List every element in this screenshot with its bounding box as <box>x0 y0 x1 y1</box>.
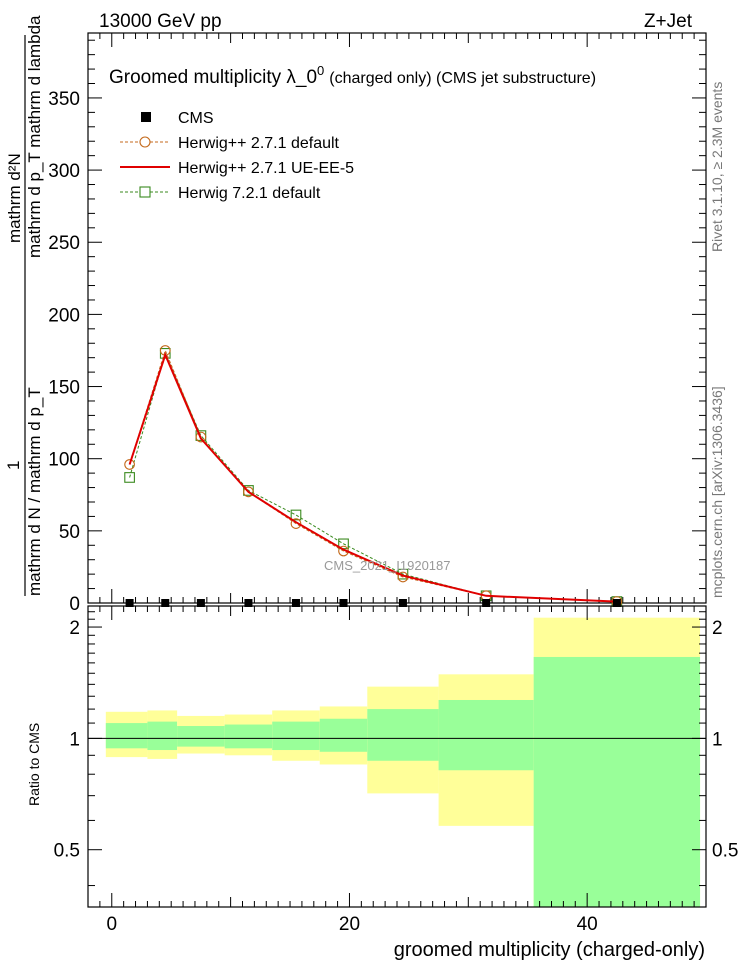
ratio-y-tick-label-right: 0.5 <box>712 841 738 862</box>
legend-label-1: Herwig++ 2.7.1 default <box>178 135 340 152</box>
ratio-band-green-2 <box>177 726 225 747</box>
x-tick-label: 40 <box>577 914 598 935</box>
cms-point-7 <box>482 599 491 607</box>
ratio-band-green-0 <box>105 723 148 749</box>
y-tick-label: 100 <box>48 450 80 471</box>
cms-point-2 <box>196 599 205 607</box>
herwigpp-default-point-0 <box>124 459 135 470</box>
ratio-band-green-7 <box>438 699 534 771</box>
ratio-ylabel: Ratio to CMS <box>26 723 42 806</box>
ratio-band-green-3 <box>224 724 273 749</box>
cms-point-6 <box>398 599 407 607</box>
y-tick-label: 150 <box>48 378 80 399</box>
ratio-band-green-4 <box>272 721 320 751</box>
legend-marker-3 <box>139 186 151 198</box>
ratio-y-tick-label-right: 1 <box>712 729 723 750</box>
ratio-y-tick-label: 2 <box>69 618 80 639</box>
legend-label-0: CMS <box>178 110 214 127</box>
y-tick-label: 350 <box>48 89 80 110</box>
cms-point-5 <box>339 599 348 607</box>
ratio-y-tick-label: 0.5 <box>54 841 80 862</box>
ylabel-numerator: mathrm d²N <box>5 153 24 243</box>
ratio-band-green-8 <box>533 656 701 907</box>
header-right: Z+Jet <box>644 11 693 32</box>
header-left: 13000 GeV pp <box>99 11 222 32</box>
ratio-y-tick-label: 1 <box>69 729 80 750</box>
y-tick-label: 0 <box>69 594 80 615</box>
y-tick-label: 200 <box>48 305 80 326</box>
svg-text:Groomed multiplicity λ_00(cha: Groomed multiplicity λ_00 (charged only) … <box>109 63 596 88</box>
rivet-label: Rivet 3.1.10, ≥ 2.3M events <box>709 82 725 252</box>
cms-point-0 <box>125 599 134 607</box>
cms-point-1 <box>161 599 170 607</box>
main-panel: 0 50 100 150 200 250 300 350 <box>48 32 707 615</box>
main-title: Groomed multiplicity λ_00 (charged only) … <box>109 63 596 88</box>
y-tick-label: 250 <box>48 233 80 254</box>
legend-marker-0 <box>141 112 151 122</box>
legend-marker-1 <box>139 136 151 148</box>
ratio-band-green-5 <box>319 718 368 752</box>
y-tick-label: 50 <box>59 522 80 543</box>
herwigpp-default-point-3 <box>243 486 254 498</box>
herwig7-point-4 <box>290 509 302 521</box>
herwig7-point-0 <box>124 472 135 483</box>
y-tick-label: 300 <box>48 161 80 182</box>
series-line-1 <box>129 349 617 603</box>
x-axis-label: groomed multiplicity (charged-only) <box>394 939 705 961</box>
ratio-y-tick-label-right: 2 <box>712 618 723 639</box>
legend-label-2: Herwig++ 2.7.1 UE-EE-5 <box>178 160 354 177</box>
ratio-panel: 0 20 40 0.5 0.5 1 1 2 2 <box>54 605 738 935</box>
cms-point-4 <box>291 599 300 607</box>
series-line-2 <box>128 351 617 603</box>
cms-point-3 <box>244 599 253 607</box>
herwigpp-default-point-2 <box>195 431 207 443</box>
ylabel-numerator-sub: mathrm d p_T mathrm d lambda <box>25 15 44 258</box>
herwigpp-default-point-4 <box>290 518 302 529</box>
x-tick-label: 20 <box>339 914 360 935</box>
ylabel-prefix: 1 <box>4 461 23 470</box>
ratio-band-green-1 <box>147 721 178 751</box>
ratio-band-green-6 <box>367 709 439 761</box>
mcplots-label: mcplots.cern.ch [arXiv:1306.3436] <box>709 386 725 598</box>
x-tick-label: 0 <box>106 914 117 935</box>
ylabel-denominator: mathrm d N / mathrm d p_T <box>25 387 44 596</box>
legend-label-3: Herwig 7.2.1 default <box>178 185 321 202</box>
legend: CMS Herwig++ 2.7.1 default Herwig++ 2.7.1 … <box>120 110 354 202</box>
watermark: CMS_2021_I1920187 <box>324 558 451 573</box>
cms-point-8 <box>612 599 621 607</box>
main-ylabel: mathrm d²N mathrm d p_T mathrm d lambda … <box>4 15 44 596</box>
